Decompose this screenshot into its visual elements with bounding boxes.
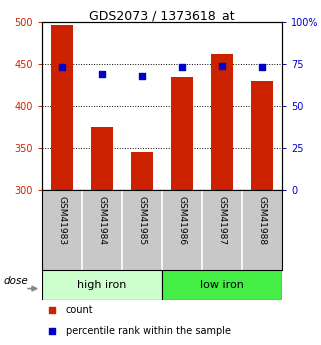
Text: dose: dose <box>3 276 28 286</box>
Text: GSM41983: GSM41983 <box>57 196 66 246</box>
Point <box>220 63 225 68</box>
Bar <box>91 127 113 190</box>
Text: GSM41988: GSM41988 <box>257 196 266 246</box>
Point <box>139 73 144 79</box>
Bar <box>51 24 73 190</box>
Bar <box>251 81 273 190</box>
Bar <box>162 270 282 300</box>
Bar <box>211 54 233 190</box>
Point <box>49 307 54 313</box>
Point <box>259 65 265 70</box>
Text: GSM41987: GSM41987 <box>218 196 227 246</box>
Bar <box>42 270 162 300</box>
Point <box>49 328 54 333</box>
Bar <box>131 152 153 190</box>
Text: high iron: high iron <box>77 280 127 290</box>
Bar <box>171 77 193 190</box>
Text: GSM41986: GSM41986 <box>178 196 187 246</box>
Point <box>59 65 65 70</box>
Text: GSM41985: GSM41985 <box>137 196 146 246</box>
Text: count: count <box>66 305 94 315</box>
Title: GDS2073 / 1373618_at: GDS2073 / 1373618_at <box>89 9 235 22</box>
Point <box>100 71 105 77</box>
Point <box>179 65 185 70</box>
Text: low iron: low iron <box>200 280 244 290</box>
Text: percentile rank within the sample: percentile rank within the sample <box>66 326 231 336</box>
Text: GSM41984: GSM41984 <box>98 196 107 245</box>
